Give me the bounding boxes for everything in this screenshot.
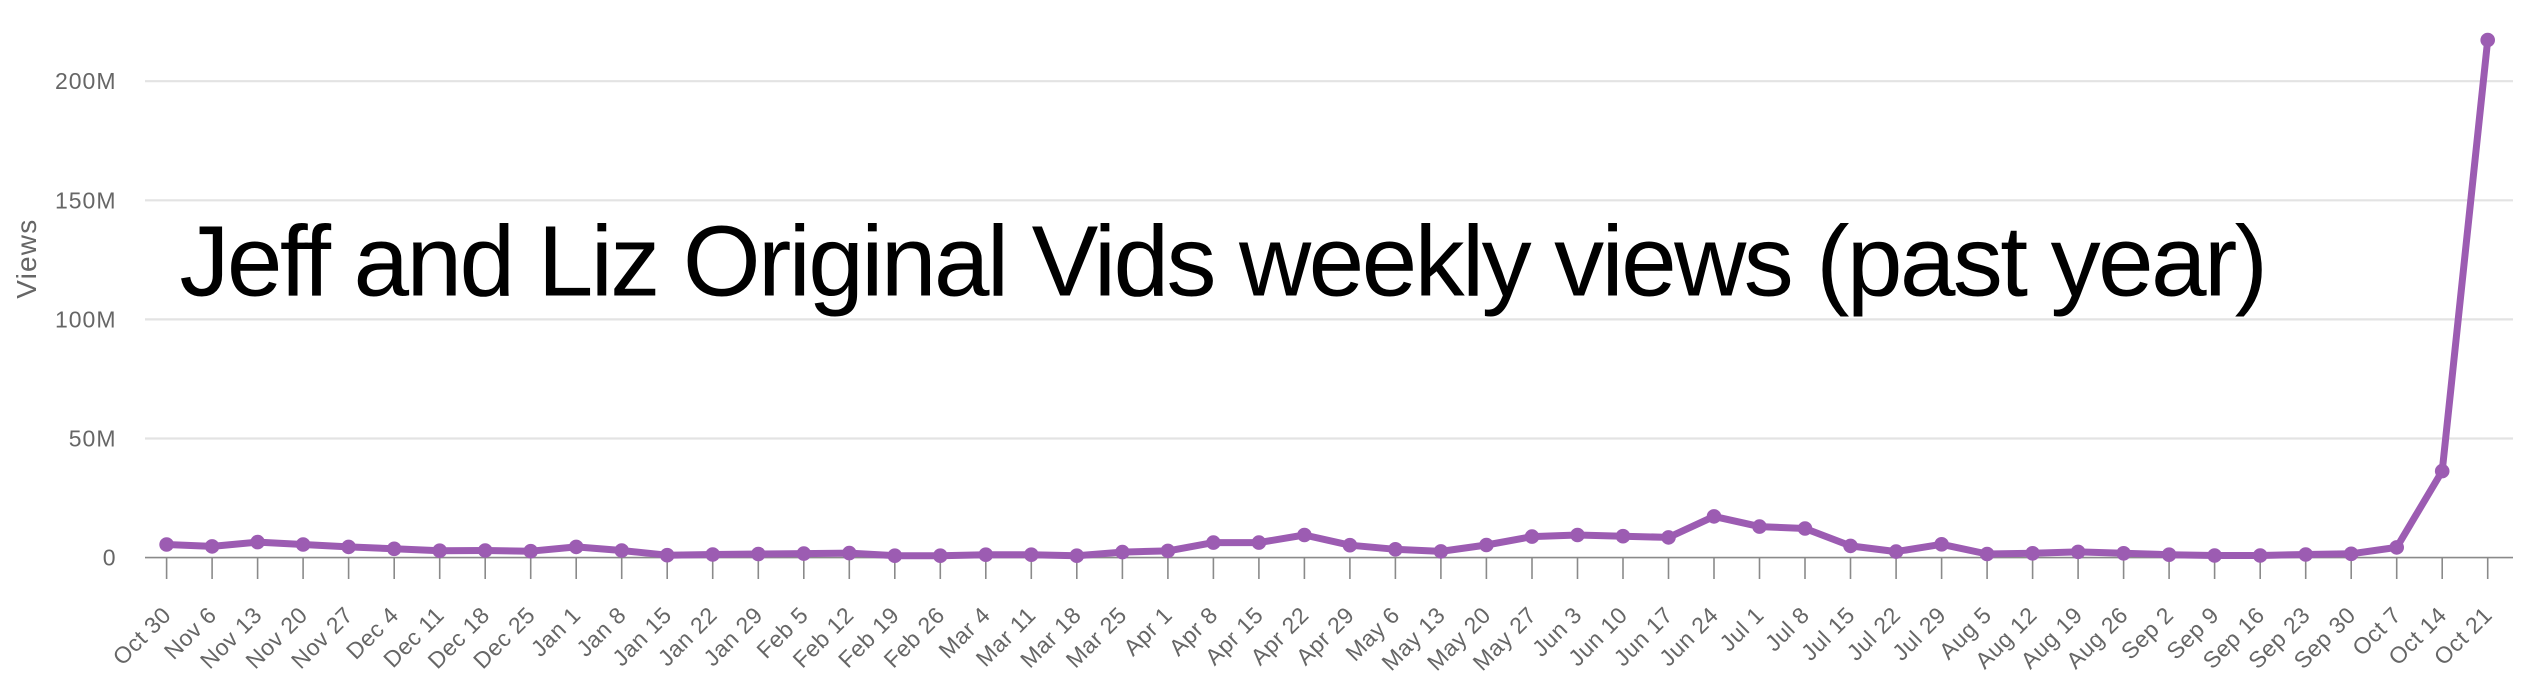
svg-text:Jul 1: Jul 1 [1714,602,1769,657]
svg-text:Apr 1: Apr 1 [1118,602,1177,661]
svg-text:150M: 150M [55,187,117,213]
svg-text:Jan 1: Jan 1 [526,602,586,662]
svg-text:0: 0 [103,545,117,571]
svg-text:50M: 50M [69,426,117,452]
svg-text:200M: 200M [55,68,117,94]
svg-text:100M: 100M [55,306,117,332]
svg-text:Oct 30: Oct 30 [108,602,176,670]
svg-text:Jeff and Liz Original Vids wee: Jeff and Liz Original Vids weekly views … [180,206,2266,318]
svg-text:Views: Views [11,219,42,299]
